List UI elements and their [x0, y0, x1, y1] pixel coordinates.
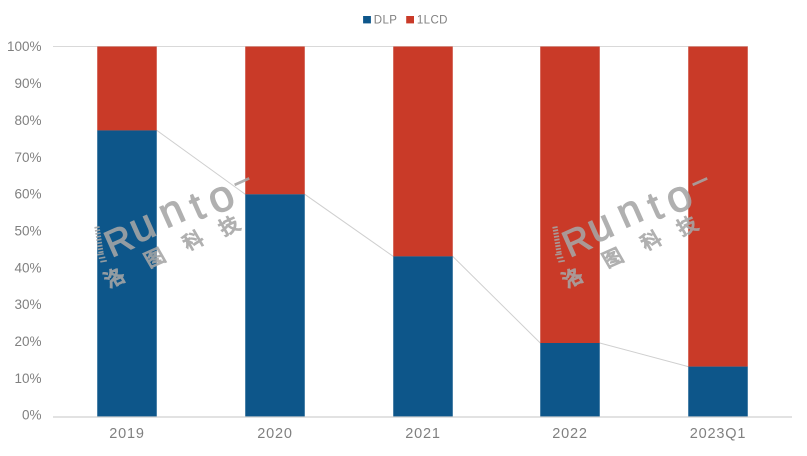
svg-text:10%: 10%	[14, 371, 41, 386]
svg-text:0%: 0%	[22, 408, 42, 423]
svg-text:2022: 2022	[552, 426, 587, 442]
svg-text:2021: 2021	[405, 426, 440, 442]
svg-text:DLP: DLP	[374, 15, 398, 27]
svg-text:90%: 90%	[14, 76, 41, 91]
svg-text:2020: 2020	[257, 426, 292, 442]
svg-text:40%: 40%	[14, 260, 41, 275]
svg-text:30%: 30%	[14, 297, 41, 312]
svg-text:20%: 20%	[14, 334, 41, 349]
svg-text:50%: 50%	[14, 223, 41, 238]
svg-text:80%: 80%	[14, 113, 41, 128]
svg-text:70%: 70%	[14, 150, 41, 165]
svg-text:100%: 100%	[7, 39, 42, 54]
svg-text:1LCD: 1LCD	[417, 15, 448, 27]
svg-text:60%: 60%	[14, 187, 41, 202]
svg-text:2023Q1: 2023Q1	[690, 426, 746, 442]
svg-text:2019: 2019	[109, 426, 144, 442]
